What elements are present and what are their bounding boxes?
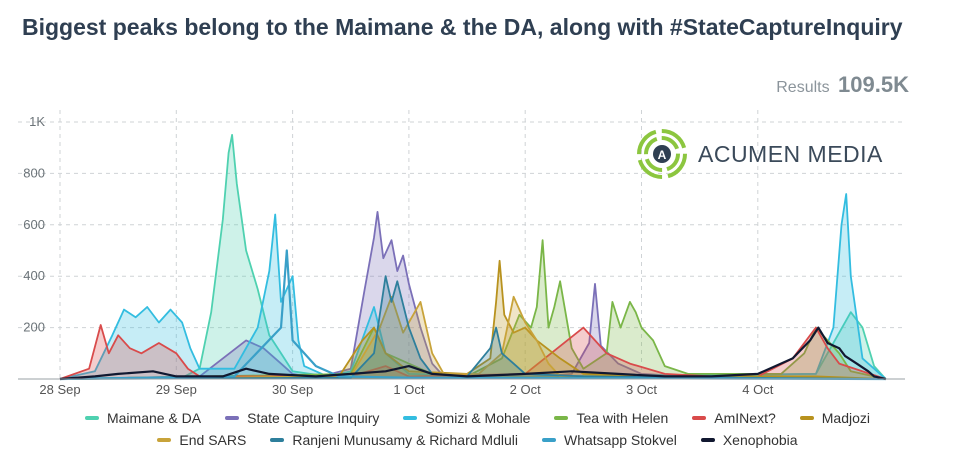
x-tick-label: 29 Sep <box>156 382 197 397</box>
legend-label: Ranjeni Munusamy & Richard Mdluli <box>292 432 518 448</box>
results-count: Results 109.5K <box>776 72 909 98</box>
series-aminext- <box>59 324 886 380</box>
y-tick-label: 600 <box>23 217 45 232</box>
legend-item[interactable]: Somizi & Mohale <box>403 410 530 426</box>
brand-logo: A ACUMEN MEDIA <box>636 128 883 180</box>
series-line <box>59 134 887 380</box>
legend-label: Madjozi <box>821 410 871 426</box>
legend-swatch <box>84 416 99 420</box>
legend-swatch <box>270 438 285 442</box>
y-tick-label: 1K <box>29 114 45 129</box>
acumen-maze-icon: A <box>637 129 687 179</box>
legend-swatch <box>692 416 707 420</box>
chart-series <box>59 134 887 381</box>
y-tick-label: 200 <box>23 320 45 335</box>
legend-label: Xenophobia <box>722 432 798 448</box>
legend-label: Maimane & DA <box>106 410 202 426</box>
legend-label: Tea with Helen <box>576 410 669 426</box>
legend-row: Maimane & DA State Capture Inquiry Somizi … <box>0 410 955 426</box>
legend-label: Whatsapp Stokvel <box>564 432 677 448</box>
legend-item[interactable]: Madjozi <box>799 410 871 426</box>
x-axis-ticks: 28 Sep 29 Sep 30 Sep 1 Oct 2 Oct 3 Oct 4 Oct <box>39 382 773 397</box>
legend-row: End SARS Ranjeni Munusamy & Richard Mdlul… <box>0 432 955 448</box>
series-area <box>60 240 886 379</box>
series-line <box>59 193 887 380</box>
x-tick-label: 1 Oct <box>393 382 424 397</box>
legend-swatch <box>554 416 569 420</box>
legend-swatch <box>542 438 556 442</box>
x-tick-label: 3 Oct <box>626 382 657 397</box>
x-tick-label: 2 Oct <box>510 382 541 397</box>
series-line <box>59 249 886 381</box>
legend-label: AmINext? <box>714 410 776 426</box>
legend-label: Somizi & Mohale <box>425 410 531 426</box>
series-line <box>59 259 886 380</box>
legend-item[interactable]: Xenophobia <box>700 432 798 448</box>
series-maimane-da <box>59 134 887 380</box>
series-line <box>59 211 886 380</box>
series-madjozi <box>59 259 886 380</box>
legend-item[interactable]: Ranjeni Munusamy & Richard Mdluli <box>270 432 518 448</box>
legend-label: End SARS <box>179 432 247 448</box>
x-tick-label: 4 Oct <box>742 382 773 397</box>
series-state-capture-inquiry <box>59 211 886 380</box>
y-tick-label: 800 <box>23 165 45 180</box>
legend-item[interactable]: Whatsapp Stokvel <box>542 432 677 448</box>
brand-name: ACUMEN MEDIA <box>698 140 883 167</box>
x-tick-label: 28 Sep <box>39 382 80 397</box>
series-xenophobia <box>59 326 886 381</box>
legend-item[interactable]: End SARS <box>157 432 246 448</box>
series-line <box>59 324 886 380</box>
svg-text:A: A <box>658 148 667 162</box>
series-area <box>60 194 886 379</box>
x-tick-label: 30 Sep <box>272 382 313 397</box>
results-value: 109.5K <box>838 72 909 97</box>
legend-item[interactable]: Maimane & DA <box>84 410 202 426</box>
y-tick-label: 400 <box>23 268 45 283</box>
legend-swatch <box>799 416 814 420</box>
legend-item[interactable]: AmINext? <box>692 410 776 426</box>
legend-swatch <box>700 438 715 442</box>
series-whatsapp-stokvel <box>59 249 886 381</box>
legend-label: State Capture Inquiry <box>247 410 380 426</box>
legend-item[interactable]: Tea with Helen <box>554 410 668 426</box>
series-somizi-mohale <box>59 193 887 380</box>
legend-swatch <box>403 416 418 420</box>
results-label: Results <box>776 79 830 96</box>
chart-legend: Maimane & DA State Capture Inquiry Somizi … <box>0 410 955 454</box>
series-line <box>59 326 886 381</box>
legend-item[interactable]: State Capture Inquiry <box>225 410 379 426</box>
legend-swatch <box>157 438 172 442</box>
chart-title: Biggest peaks belong to the Maimane & th… <box>22 14 903 40</box>
chart-plot: 200 400 600 800 1K 28 Sep 29 Sep 30 Sep 1 Oct 2 … <box>18 110 905 397</box>
series-area <box>60 134 886 379</box>
series-area <box>60 325 886 379</box>
legend-swatch <box>225 416 240 420</box>
y-axis-ticks: 200 400 600 800 1K <box>23 114 45 335</box>
